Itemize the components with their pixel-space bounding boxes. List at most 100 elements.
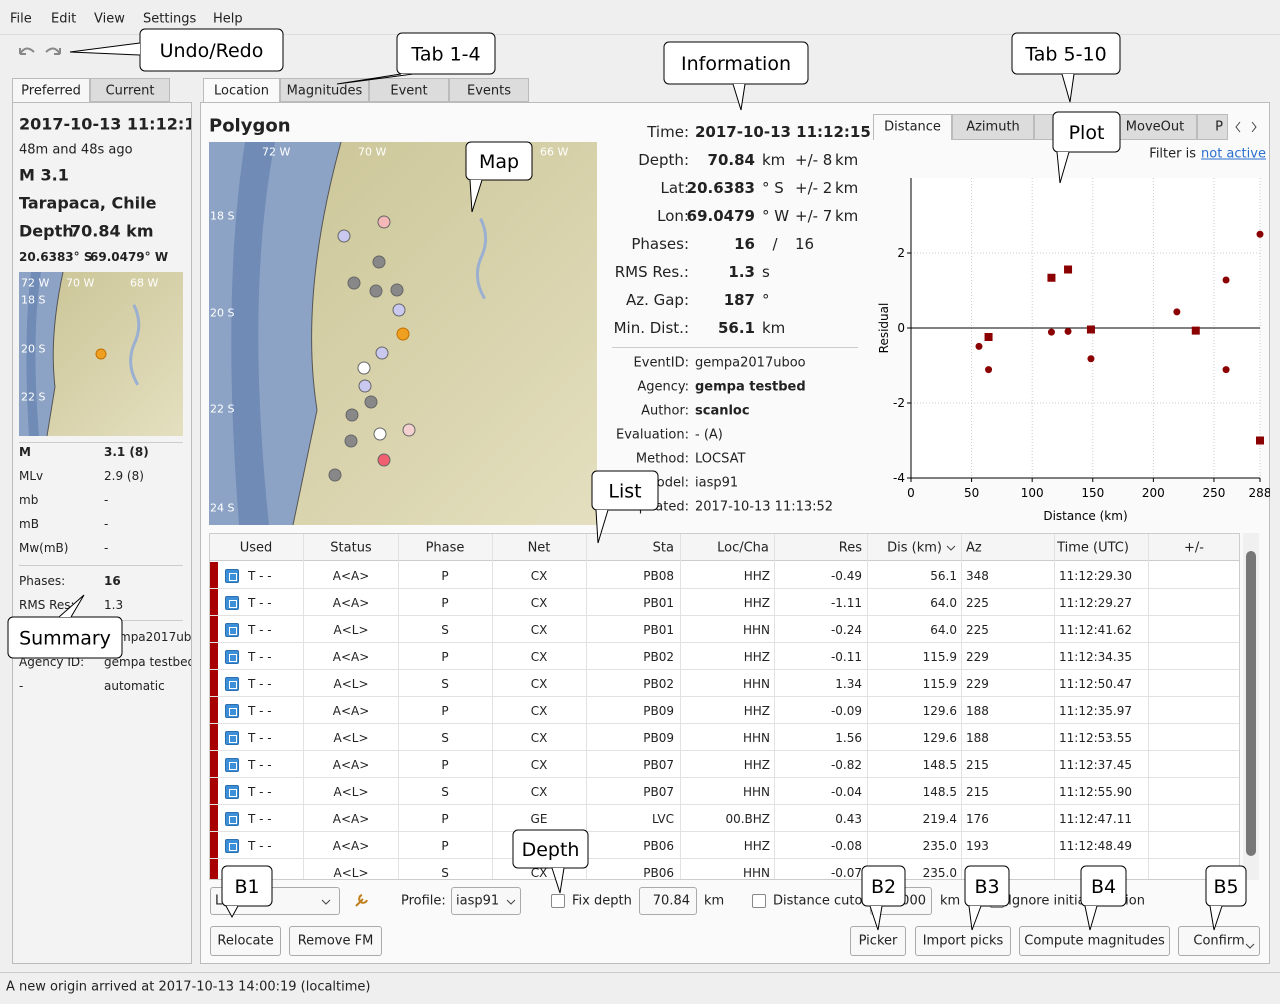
menu-item[interactable]: Edit	[51, 12, 76, 27]
map-label: 22 S	[21, 391, 45, 404]
callout-box	[140, 29, 283, 71]
map-label: 72 W	[21, 277, 49, 290]
checkbox[interactable]	[225, 704, 239, 718]
button-text[interactable]: Confirm	[1193, 934, 1244, 949]
button-text[interactable]: Compute magnitudes	[1024, 934, 1165, 949]
checkbox[interactable]	[990, 894, 1004, 908]
table-cell: 129.6	[923, 704, 957, 718]
scroll-thumb[interactable]	[1246, 551, 1256, 856]
menu-item[interactable]: View	[94, 12, 125, 27]
menu-item[interactable]: File	[10, 12, 32, 27]
table-cell: CX	[531, 785, 548, 799]
checkbox[interactable]	[225, 623, 239, 637]
summary-value: 16	[104, 574, 121, 588]
info-value: 69.0479	[687, 207, 755, 225]
table-cell: P	[441, 596, 448, 610]
tab-label[interactable]: Distance	[884, 120, 941, 135]
checkbox[interactable]	[225, 677, 239, 691]
checkbox[interactable]	[225, 569, 239, 583]
checkbox[interactable]	[225, 758, 239, 772]
profile-combo-text[interactable]: iasp91	[456, 894, 499, 909]
station-marker	[391, 284, 403, 296]
scrollbar[interactable]	[1243, 533, 1259, 880]
station-marker	[365, 396, 377, 408]
column-header[interactable]: Net	[528, 541, 551, 556]
checkbox[interactable]	[225, 839, 239, 853]
tab-label[interactable]: MoveOut	[1126, 120, 1184, 135]
table-cell: HHN	[743, 731, 770, 745]
tab-scroll-arrows[interactable]	[1230, 118, 1260, 136]
combo-arrow	[320, 896, 332, 908]
tab-label[interactable]: Tr	[1068, 120, 1079, 135]
detail-value: iasp91	[695, 476, 738, 491]
column-header[interactable]: Res	[839, 541, 862, 556]
table-cell: PB01	[643, 596, 674, 610]
table-cell: 0.43	[835, 812, 862, 826]
summary-value: gempa2017uboo	[104, 630, 191, 644]
tab-label[interactable]: Azimuth	[966, 120, 1020, 135]
column-header[interactable]: Phase	[426, 541, 465, 556]
column-header[interactable]: +/-	[1184, 541, 1204, 556]
column-separator	[1054, 534, 1055, 880]
table-cell: P	[441, 839, 448, 853]
column-header[interactable]: Status	[330, 541, 371, 556]
table-cell: 11:12:29.27	[1059, 596, 1132, 610]
undo-redo-icons[interactable]	[14, 40, 68, 62]
table-cell: S	[441, 623, 449, 637]
column-header[interactable]: Az	[966, 541, 982, 556]
table-cell: T - -	[248, 758, 272, 772]
button-text[interactable]: Remove FM	[298, 934, 374, 949]
row-stripe	[210, 805, 218, 831]
tab[interactable]	[1197, 114, 1228, 140]
tool-icon	[352, 892, 370, 910]
map-label: 70 W	[66, 277, 94, 290]
cutoff-input-text: 1000	[893, 894, 926, 909]
info-label: Time:	[647, 123, 689, 141]
tab-label[interactable]: Current	[106, 84, 155, 99]
checkbox[interactable]	[225, 596, 239, 610]
checkbox[interactable]	[752, 894, 766, 908]
table-cell: PB02	[643, 650, 674, 664]
menu-item[interactable]: Settings	[143, 12, 196, 27]
table-cell: -0.08	[831, 839, 862, 853]
menu-item[interactable]: Help	[213, 12, 243, 27]
checkbox[interactable]	[225, 866, 239, 880]
summary-label: Agency ID:	[19, 655, 84, 669]
tab-label[interactable]: Events	[467, 84, 511, 99]
table-cell: 64.0	[930, 623, 957, 637]
column-header[interactable]: Used	[240, 541, 273, 556]
table-cell: 235.0	[923, 839, 957, 853]
column-header[interactable]: Dis (km)	[887, 541, 942, 556]
tab-label[interactable]: Preferred	[21, 84, 81, 99]
tab-label[interactable]: Event	[390, 84, 427, 99]
column-header[interactable]: Time (UTC)	[1057, 541, 1129, 556]
checkbox[interactable]	[225, 812, 239, 826]
residual-point	[1048, 329, 1055, 336]
button-text[interactable]: Relocate	[217, 934, 273, 949]
column-header[interactable]: Loc/Cha	[717, 541, 769, 556]
callout-box	[1012, 33, 1120, 74]
magnitude-value: 2.9 (8)	[104, 469, 144, 483]
table-cell: PB01	[643, 623, 674, 637]
table-cell: S	[441, 731, 449, 745]
callout-tail-fill	[70, 43, 140, 55]
checkbox[interactable]	[225, 731, 239, 745]
button-text[interactable]: Picker	[859, 934, 898, 949]
separator	[0, 972, 1280, 973]
method-combo-text[interactable]: LOCSAT	[215, 894, 265, 909]
button-text[interactable]: Import picks	[923, 934, 1004, 949]
detail-value: gempa testbed	[695, 380, 806, 395]
filter-link[interactable]: not active	[1201, 147, 1266, 162]
checkbox[interactable]	[225, 650, 239, 664]
column-header[interactable]: Sta	[653, 541, 674, 556]
tab-label[interactable]: Magnitudes	[287, 84, 363, 99]
tab-label[interactable]: P	[1215, 120, 1223, 135]
checkbox[interactable]	[225, 785, 239, 799]
table-cell: T - -	[248, 677, 272, 691]
table-cell: 188	[966, 731, 989, 745]
magnitude-type: M	[19, 445, 31, 459]
checkbox[interactable]	[551, 894, 565, 908]
row-separator	[210, 831, 1240, 832]
tab-label[interactable]: Location	[214, 84, 269, 99]
event-time: 2017-10-13 11:12:15	[19, 115, 191, 134]
